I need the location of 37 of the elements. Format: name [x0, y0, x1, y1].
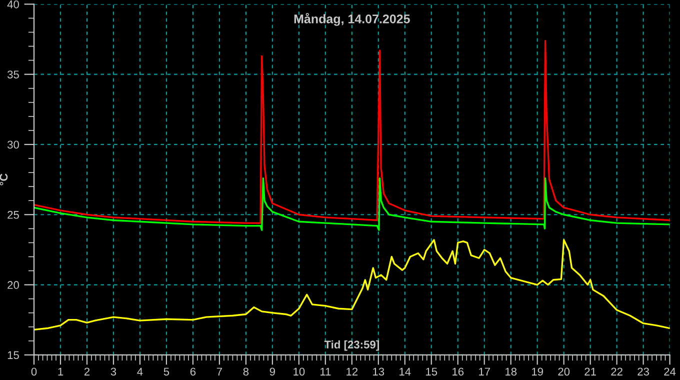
- line-series: [34, 177, 670, 231]
- x-tick-label: 18: [506, 368, 517, 376]
- x-tick-label: 13: [373, 368, 384, 376]
- x-tick-label: 15: [426, 368, 438, 376]
- x-tick-label: 7: [216, 368, 222, 376]
- y-tick-label: 25: [8, 210, 19, 219]
- line-series: [34, 239, 670, 330]
- y-tick-label: 20: [8, 281, 19, 289]
- x-tick-label: 12: [346, 368, 358, 376]
- y-tick-label: 35: [7, 70, 19, 78]
- x-tick-label: 8: [243, 368, 249, 376]
- x-tick-label: 11: [320, 368, 331, 376]
- text: Måndag, 14.07.2025: [294, 12, 410, 26]
- x-tick-label: 24: [664, 368, 676, 376]
- x-tick-label: 10: [294, 368, 305, 376]
- x-axis-title: Tid [23:59]: [324, 340, 379, 351]
- x-tick-label: 5: [164, 368, 170, 376]
- y-tick-label: 30: [7, 140, 19, 149]
- x-tick-label: 1: [58, 368, 64, 376]
- x-tick-label: 21: [584, 368, 596, 376]
- x-tick-label: 16: [452, 368, 464, 376]
- y-axis-title: °C: [0, 174, 8, 186]
- x-tick-label: 20: [558, 368, 570, 376]
- y-tick-label: 40: [7, 0, 19, 8]
- x-tick-label: 4: [137, 368, 143, 376]
- x-tick-label: 2: [84, 368, 90, 376]
- x-tick-label: 0: [31, 368, 37, 376]
- x-tick-label: 23: [638, 368, 649, 376]
- y-tick-label: 15: [8, 351, 19, 360]
- x-tick-label: 22: [611, 368, 622, 376]
- x-tick-label: 3: [110, 368, 116, 376]
- x-tick-label: 19: [532, 368, 543, 376]
- line-series: [34, 40, 670, 224]
- x-tick-label: 9: [270, 368, 275, 376]
- x-tick-label: 6: [190, 368, 196, 376]
- x-tick-label: 14: [400, 368, 411, 376]
- x-tick-label: 17: [479, 368, 490, 376]
